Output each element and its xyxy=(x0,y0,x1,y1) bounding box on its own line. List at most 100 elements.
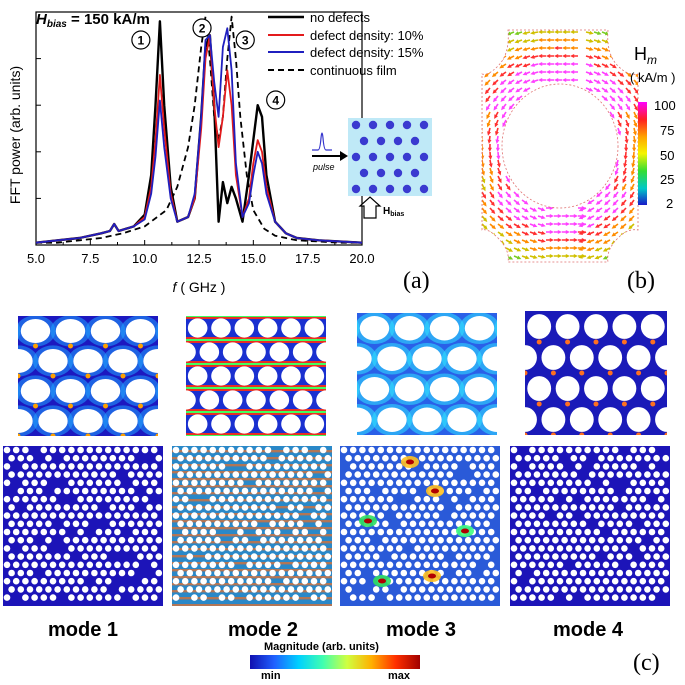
antidot xyxy=(395,594,403,601)
magnitude-colorbar-title: Magnitude (arb. units) xyxy=(264,641,379,653)
field-vector-head xyxy=(487,139,492,144)
field-vector-head xyxy=(586,231,592,236)
antidot xyxy=(414,528,421,536)
antidot xyxy=(132,479,140,487)
lattice-dot xyxy=(385,120,395,130)
field-vector xyxy=(617,55,624,60)
antidot xyxy=(510,528,518,536)
antidot xyxy=(283,495,290,503)
field-vector-head xyxy=(603,232,608,236)
field-vector xyxy=(625,31,632,36)
antidot xyxy=(621,495,628,503)
antidot xyxy=(423,561,431,569)
lattice-dot xyxy=(351,184,361,194)
antidot xyxy=(538,577,545,585)
antidot xyxy=(602,512,610,519)
antidot xyxy=(529,577,536,585)
field-vector-head xyxy=(620,48,625,53)
antidot xyxy=(315,553,322,560)
antidot xyxy=(8,536,15,544)
antidot xyxy=(602,495,610,503)
field-vector-head xyxy=(477,73,481,77)
field-vector-head xyxy=(508,232,513,237)
field-vector-head xyxy=(586,223,592,228)
peak-marker-circle xyxy=(131,30,151,50)
field-vector-head xyxy=(554,30,559,34)
antidot xyxy=(191,512,198,519)
antidot xyxy=(414,495,421,503)
antidot xyxy=(372,454,380,462)
antidot xyxy=(172,577,180,585)
field-vector-head xyxy=(492,256,497,261)
field-vector-head xyxy=(565,238,570,242)
antidot xyxy=(644,504,651,511)
antidot xyxy=(55,379,86,403)
antidot xyxy=(428,454,435,462)
antidot xyxy=(345,520,352,528)
colorbar xyxy=(638,102,647,205)
antidot xyxy=(446,520,454,528)
antidot xyxy=(214,553,221,560)
antidot xyxy=(218,577,226,585)
field-vector-head xyxy=(499,56,504,61)
antidot xyxy=(3,512,11,519)
mode-stripe xyxy=(172,485,332,488)
field-vector xyxy=(628,231,635,237)
antidot xyxy=(386,479,394,487)
antidot xyxy=(31,561,38,569)
antidot xyxy=(368,495,375,503)
antidot xyxy=(588,586,596,593)
field-vector xyxy=(633,39,638,45)
mode-hotspot xyxy=(607,432,613,435)
field-vector-head xyxy=(530,46,535,51)
field-vector-head xyxy=(546,78,551,82)
antidot xyxy=(570,487,578,495)
antidot xyxy=(22,545,29,552)
mode-hotspot xyxy=(138,403,143,409)
antidot xyxy=(237,479,244,487)
antidot xyxy=(487,561,495,569)
antidot xyxy=(211,366,231,386)
field-vector-head xyxy=(557,230,562,234)
antidot xyxy=(372,586,380,593)
antidot xyxy=(363,504,371,511)
field-vector xyxy=(617,47,624,52)
antidot xyxy=(386,561,394,569)
mode-1-defect-lattice-map xyxy=(3,446,163,606)
antidot xyxy=(368,545,375,552)
antidot xyxy=(345,553,352,560)
antidot xyxy=(200,577,207,585)
field-vector-head xyxy=(483,240,489,246)
antidot xyxy=(63,553,71,560)
field-vector-head xyxy=(482,163,485,168)
field-vector-head xyxy=(483,40,488,45)
antidot xyxy=(55,319,86,343)
field-vector-head xyxy=(624,139,629,144)
antidot xyxy=(464,553,472,560)
antidot xyxy=(478,463,486,470)
antidot xyxy=(255,561,263,569)
antidot xyxy=(227,594,235,601)
antidot xyxy=(72,586,80,593)
antidot xyxy=(181,463,189,470)
antidot xyxy=(310,561,318,569)
antidot xyxy=(260,553,267,560)
antidot xyxy=(483,586,490,593)
field-vector-head xyxy=(627,240,633,245)
field-vector-head xyxy=(562,54,567,58)
field-vector-head xyxy=(596,88,601,92)
antidot xyxy=(395,479,403,487)
field-vector xyxy=(482,39,483,45)
antidot xyxy=(515,454,522,462)
mode-hotspot xyxy=(664,432,667,435)
antidot xyxy=(607,536,614,544)
field-vector-head xyxy=(530,79,535,84)
antidot xyxy=(95,561,103,569)
antidot xyxy=(349,577,357,585)
antidot xyxy=(529,463,536,470)
antidot xyxy=(584,512,591,519)
antidot xyxy=(86,512,94,519)
field-vector-head xyxy=(625,131,629,136)
antidot xyxy=(292,577,299,585)
mode-hotspot xyxy=(579,370,585,376)
